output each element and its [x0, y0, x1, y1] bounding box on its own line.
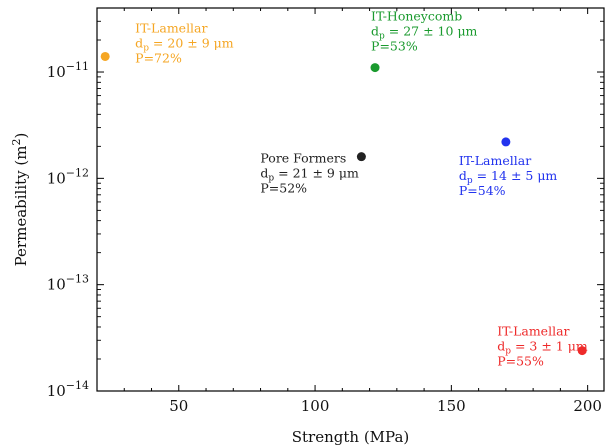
- plot-frame: [96, 7, 605, 392]
- annotation-name: IT-Lamellar: [135, 20, 207, 35]
- x-tick-label: 50: [169, 397, 188, 415]
- data-point: [356, 152, 366, 162]
- x-tick-label: 100: [301, 397, 330, 415]
- annotation-pore-size: dp = 14 ± 5 μm: [459, 168, 558, 186]
- x-tick-label: 150: [437, 397, 466, 415]
- annotation-name: IT-Honeycomb: [371, 9, 462, 24]
- annotation-porosity: P=54%: [459, 183, 506, 198]
- annotation-pore-size: dp = 20 ± 9 μm: [135, 35, 234, 53]
- data-points: [100, 51, 587, 356]
- annotation-porosity: P=72%: [135, 50, 182, 65]
- y-tick-label: 10−13: [47, 273, 89, 294]
- data-point: [370, 63, 380, 73]
- annotation-name: IT-Lamellar: [497, 324, 569, 339]
- x-tick-label: 200: [573, 397, 602, 415]
- data-point: [577, 346, 587, 356]
- annotation-name: IT-Lamellar: [459, 153, 531, 168]
- annotation-pore-size: dp = 3 ± 1 μm: [497, 339, 588, 357]
- annotation-porosity: P=52%: [260, 181, 307, 196]
- annotation-porosity: P=55%: [497, 354, 544, 369]
- y-tick-label: 10−11: [47, 60, 89, 81]
- annotation-pore-size: dp = 21 ± 9 μm: [260, 166, 359, 184]
- annotation-porosity: P=53%: [371, 39, 418, 54]
- y-ticks: 10−14 10−13 10−12 10−11: [47, 7, 604, 400]
- annotation-name: Pore Formers: [260, 151, 346, 166]
- y-tick-label: 10−14: [47, 379, 89, 400]
- y-tick-label: 10−12: [47, 166, 89, 187]
- y-axis-label: Permeability (m2): [10, 133, 30, 267]
- data-point: [501, 137, 511, 147]
- data-point: [100, 51, 110, 61]
- annotation-pore-size: dp = 27 ± 10 μm: [371, 24, 478, 42]
- axes: [96, 7, 605, 392]
- x-ticks: 50 100 150 200: [123, 8, 602, 415]
- x-axis-label: Strength (MPa): [292, 428, 410, 446]
